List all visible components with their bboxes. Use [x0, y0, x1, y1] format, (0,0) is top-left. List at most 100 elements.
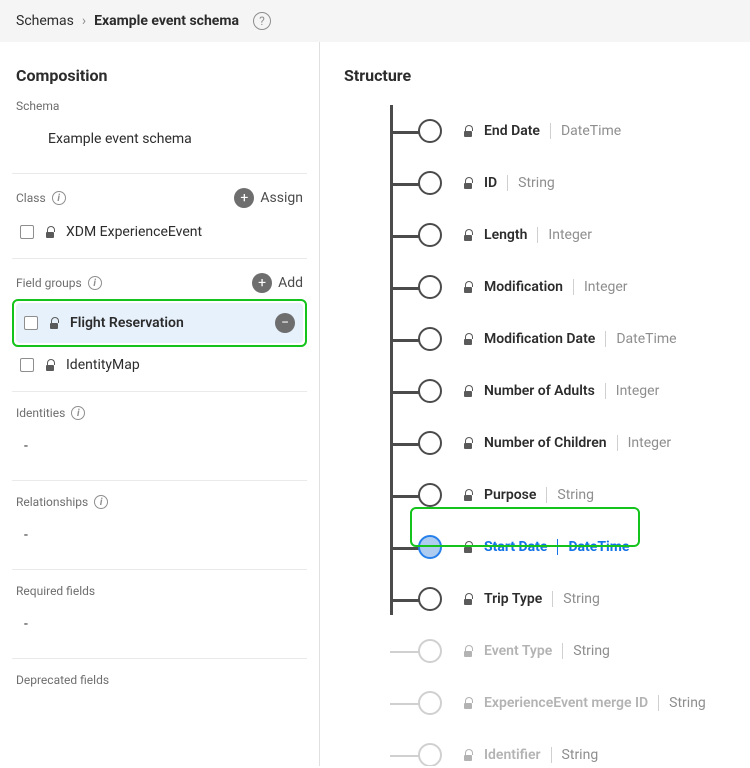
field-node[interactable] [418, 483, 442, 507]
field-row[interactable]: Modification Date DateTime [390, 313, 677, 365]
plus-icon: + [234, 188, 254, 208]
field-node[interactable] [418, 639, 442, 663]
schema-name[interactable]: Example event schema [12, 113, 307, 165]
checkbox[interactable] [20, 225, 34, 239]
lock-icon [462, 125, 474, 137]
lock-icon [462, 385, 474, 397]
field-row[interactable]: Purpose String [390, 469, 594, 521]
field-type: String [557, 487, 594, 503]
plus-icon: + [252, 273, 272, 293]
field-node[interactable] [418, 691, 442, 715]
checkbox[interactable] [24, 316, 38, 330]
highlight-box: Flight Reservation − [12, 299, 307, 347]
lock-icon [462, 229, 474, 241]
field-node[interactable] [418, 119, 442, 143]
breadcrumb-current: Example event schema [94, 13, 239, 29]
divider [658, 695, 659, 711]
field-type: String [669, 695, 706, 711]
assign-button[interactable]: + Assign [234, 188, 303, 208]
field-type: String [518, 175, 555, 191]
field-type: String [573, 643, 610, 659]
info-icon[interactable]: i [52, 191, 66, 205]
divider [557, 539, 558, 555]
field-node[interactable] [418, 171, 442, 195]
relationships-label: Relationships [16, 495, 88, 509]
structure-panel: Structure End Date DateTime ID String Le… [320, 42, 750, 766]
add-button[interactable]: + Add [252, 273, 303, 293]
composition-panel: Composition Schema Example event schema … [0, 42, 320, 766]
required-empty: - [12, 604, 307, 650]
breadcrumb-root[interactable]: Schemas [16, 13, 74, 29]
divider [552, 591, 553, 607]
identities-empty: - [12, 426, 307, 472]
checkbox[interactable] [20, 358, 34, 372]
field-node[interactable] [418, 223, 442, 247]
fieldgroup-label: IdentityMap [66, 357, 140, 373]
divider [12, 658, 307, 659]
divider [617, 435, 618, 451]
field-node[interactable] [418, 327, 442, 351]
fieldgroup-item[interactable]: IdentityMap [12, 347, 307, 383]
divider [546, 487, 547, 503]
field-node[interactable] [418, 275, 442, 299]
field-row[interactable]: Trip Type String [390, 573, 600, 625]
field-row[interactable]: Number of Adults Integer [390, 365, 659, 417]
field-row[interactable]: Event Type String [390, 625, 610, 677]
remove-button[interactable]: − [275, 313, 295, 333]
help-icon[interactable]: ? [253, 12, 271, 30]
breadcrumb: Schemas › Example event schema ? [0, 0, 750, 42]
field-node[interactable] [418, 379, 442, 403]
field-type: Integer [616, 383, 660, 399]
field-type: Integer [548, 227, 592, 243]
structure-title: Structure [344, 66, 738, 85]
divider [562, 643, 563, 659]
divider [605, 331, 606, 347]
field-row[interactable]: End Date DateTime [390, 105, 621, 157]
info-icon[interactable]: i [88, 276, 102, 290]
field-row[interactable]: ExperienceEvent merge ID String [390, 677, 706, 729]
field-label: Modification Date [484, 331, 595, 347]
field-label: Start Date [484, 539, 547, 555]
field-row[interactable]: Modification Integer [390, 261, 628, 313]
field-node[interactable] [418, 431, 442, 455]
required-label: Required fields [12, 578, 307, 604]
divider [550, 123, 551, 139]
field-row[interactable]: Identifier String [390, 729, 598, 766]
lock-icon [462, 333, 474, 345]
divider [605, 383, 606, 399]
field-node[interactable] [418, 535, 442, 559]
relationships-empty: - [12, 515, 307, 561]
lock-icon [44, 359, 56, 371]
info-icon[interactable]: i [94, 495, 108, 509]
field-label: End Date [484, 123, 540, 139]
field-row[interactable]: Number of Children Integer [390, 417, 671, 469]
class-item[interactable]: XDM ExperienceEvent [12, 214, 307, 250]
fieldgroups-label: Field groups [16, 276, 82, 290]
field-type: String [562, 747, 599, 763]
field-node[interactable] [418, 743, 442, 766]
field-type: DateTime [616, 331, 676, 347]
divider [12, 480, 307, 481]
divider [12, 258, 307, 259]
lock-icon [462, 541, 474, 553]
lock-icon [462, 489, 474, 501]
divider [507, 175, 508, 191]
divider [551, 747, 552, 763]
info-icon[interactable]: i [71, 406, 85, 420]
field-label: ID [484, 175, 497, 191]
fieldgroup-item[interactable]: Flight Reservation − [16, 303, 303, 343]
lock-icon [462, 437, 474, 449]
field-row[interactable]: ID String [390, 157, 555, 209]
field-label: Trip Type [484, 591, 542, 607]
field-label: Number of Children [484, 435, 607, 451]
field-row[interactable]: Length Integer [390, 209, 592, 261]
lock-icon [44, 226, 56, 238]
field-type: DateTime [561, 123, 621, 139]
field-label: Purpose [484, 487, 536, 503]
lock-icon [462, 593, 474, 605]
field-type: Integer [584, 279, 628, 295]
fieldgroup-label: Flight Reservation [70, 315, 184, 331]
lock-icon [462, 697, 474, 709]
field-node[interactable] [418, 587, 442, 611]
field-row[interactable]: Start Date DateTime [390, 521, 629, 573]
